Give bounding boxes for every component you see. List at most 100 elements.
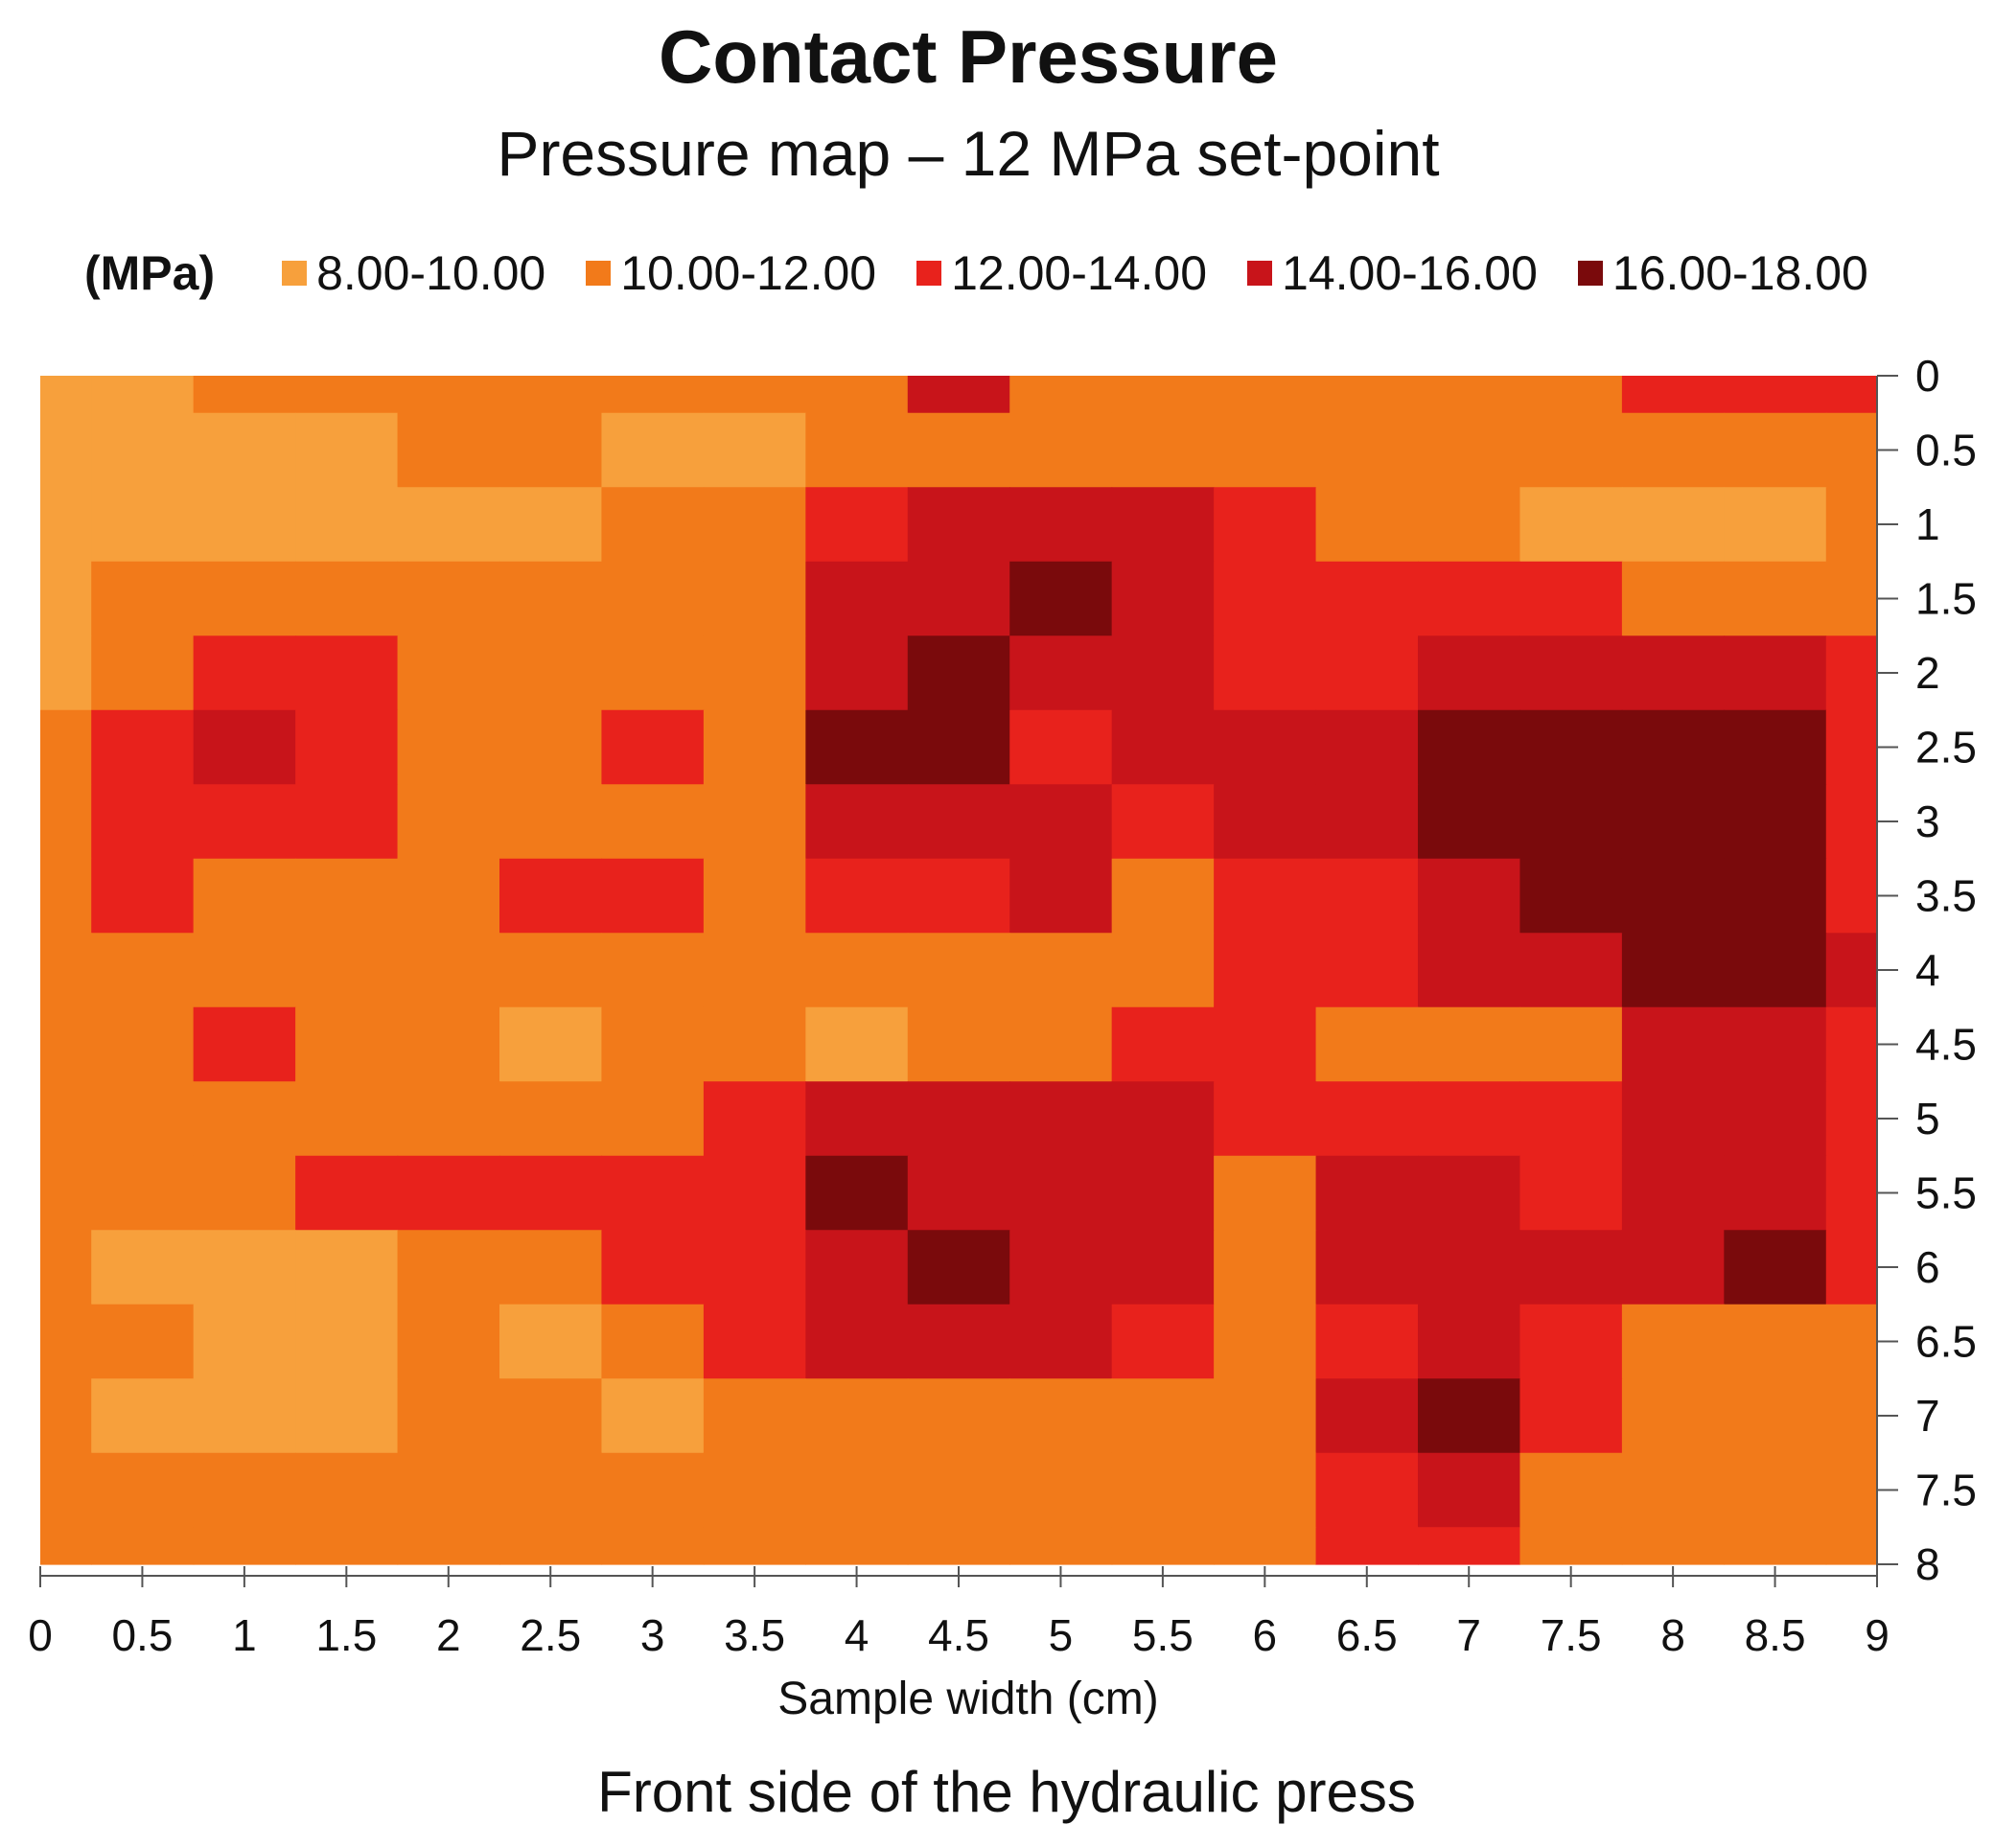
heatmap-cell <box>397 412 500 488</box>
heatmap-cell <box>1214 412 1317 488</box>
heatmap-cell <box>397 1230 500 1305</box>
legend-swatch <box>916 261 942 286</box>
heatmap-cell <box>907 635 1010 711</box>
heatmap-cell <box>1315 933 1419 1008</box>
legend-swatch <box>586 261 612 286</box>
heatmap-cell <box>397 858 500 934</box>
heatmap-cell <box>397 1452 500 1528</box>
heatmap-cell <box>40 709 92 785</box>
heatmap-cell <box>193 1006 296 1082</box>
heatmap-cell <box>193 1527 296 1565</box>
heatmap-cell <box>1825 1378 1878 1454</box>
heatmap-cell <box>1825 561 1878 636</box>
heatmap-cell <box>703 1304 806 1379</box>
heatmap-cell <box>1724 1155 1827 1231</box>
heatmap-cell <box>499 376 603 414</box>
heatmap-cell <box>1825 376 1878 414</box>
heatmap-cell <box>40 412 92 488</box>
heatmap-cell <box>805 1378 909 1454</box>
heatmap-cell <box>1315 1155 1419 1231</box>
heatmap-cell <box>40 1378 92 1454</box>
heatmap-cell <box>193 709 296 785</box>
heatmap-cell <box>1825 1081 1878 1157</box>
heatmap-cell <box>397 933 500 1008</box>
heatmap-cell <box>295 784 399 860</box>
heatmap-cell <box>1009 858 1113 934</box>
heatmap-cell <box>193 858 296 934</box>
heatmap-cell <box>1825 933 1878 1008</box>
x-tick-label: 5.5 <box>1132 1610 1194 1660</box>
y-tick-label: 0 <box>1915 351 1940 401</box>
heatmap-cell <box>499 1006 603 1082</box>
heatmap-cell <box>1111 784 1215 860</box>
heatmap-cell <box>499 709 603 785</box>
heatmap-cell <box>1724 1081 1827 1157</box>
heatmap-cell <box>601 1006 705 1082</box>
heatmap-cell <box>805 561 909 636</box>
heatmap-cell <box>1111 1527 1215 1565</box>
heatmap-cell <box>397 1081 500 1157</box>
heatmap-cell <box>91 1452 195 1528</box>
heatmap-cell <box>805 1452 909 1528</box>
x-tick-label: 1 <box>232 1610 257 1660</box>
heatmap-cell <box>295 561 399 636</box>
heatmap-cell <box>601 709 705 785</box>
heatmap-cell <box>703 635 806 711</box>
heatmap-cell <box>91 635 195 711</box>
heatmap-cell <box>1315 1527 1419 1565</box>
heatmap-cell <box>499 933 603 1008</box>
legend-item-16-18: 16.00-18.00 <box>1577 245 1868 301</box>
heatmap-cell <box>91 1006 195 1082</box>
heatmap-cell <box>40 1155 92 1231</box>
heatmap-cell <box>1214 376 1317 414</box>
heatmap-cell <box>193 487 296 563</box>
heatmap-cell <box>1214 1230 1317 1305</box>
heatmap-cell <box>1214 1452 1317 1528</box>
heatmap-cell <box>499 1155 603 1231</box>
heatmap-cell <box>1418 1230 1521 1305</box>
heatmap-cell <box>805 1081 909 1157</box>
heatmap-cell <box>1315 1452 1419 1528</box>
heatmap-cell <box>1621 1527 1725 1565</box>
heatmap-cell <box>193 412 296 488</box>
y-tick-label: 3.5 <box>1915 871 1977 921</box>
heatmap-cell <box>1214 487 1317 563</box>
heatmap-cell <box>601 1527 705 1565</box>
heatmap-cell <box>1111 709 1215 785</box>
heatmap-cell <box>805 376 909 414</box>
heatmap-cell <box>1315 1081 1419 1157</box>
heatmap-cell <box>601 376 705 414</box>
heatmap-cell <box>1111 376 1215 414</box>
x-tick-label: 3 <box>640 1610 665 1660</box>
heatmap-cell <box>1009 1230 1113 1305</box>
heatmap-cell <box>397 709 500 785</box>
heatmap-cell <box>1315 858 1419 934</box>
heatmap-cell <box>499 1081 603 1157</box>
heatmap-cell <box>703 412 806 488</box>
y-tick-label: 5.5 <box>1915 1168 1977 1218</box>
heatmap-cell <box>1724 709 1827 785</box>
x-tick-label: 7.5 <box>1541 1610 1602 1660</box>
heatmap-cell <box>397 1527 500 1565</box>
heatmap-cell <box>1315 709 1419 785</box>
heatmap-cell <box>499 858 603 934</box>
heatmap-cell <box>1214 561 1317 636</box>
heatmap-cell <box>91 412 195 488</box>
heatmap-cell <box>1621 784 1725 860</box>
heatmap-cell <box>1519 561 1623 636</box>
heatmap-cell <box>805 1304 909 1379</box>
heatmap-cell <box>1214 1304 1317 1379</box>
heatmap-cell <box>703 561 806 636</box>
heatmap-cell <box>1519 1378 1623 1454</box>
heatmap-cell <box>1315 1304 1419 1379</box>
heatmap-cell <box>601 858 705 934</box>
heatmap-cell <box>1519 1155 1623 1231</box>
heatmap-cell <box>1519 412 1623 488</box>
heatmap-cell <box>193 1081 296 1157</box>
heatmap-cell <box>193 933 296 1008</box>
heatmap-cell <box>601 487 705 563</box>
heatmap-cell <box>805 1006 909 1082</box>
x-tick-label: 0.5 <box>111 1610 173 1660</box>
heatmap-cell <box>907 709 1010 785</box>
heatmap-cell <box>1621 412 1725 488</box>
